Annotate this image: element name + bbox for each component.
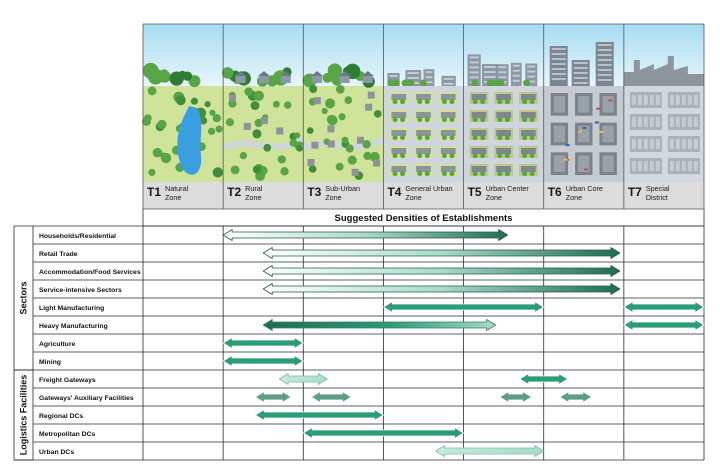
zone-code: T4: [387, 185, 401, 199]
grid-title: Suggested Densities of Establishments: [335, 213, 513, 224]
density-arrow: [383, 301, 545, 313]
zone-name-line: Special: [646, 184, 670, 193]
zone-name-line: Natural: [165, 184, 189, 193]
density-arrow: [499, 391, 533, 403]
density-arrow: [278, 373, 328, 385]
density-arrow: [222, 229, 509, 241]
zone-name-line: District: [646, 193, 668, 202]
density-arrow: [623, 319, 705, 331]
density-arrow: [254, 391, 292, 403]
density-arrow: [559, 391, 593, 403]
row-label: Metropolitan DCs: [39, 431, 95, 438]
row-label: Service-intensive Sectors: [39, 287, 122, 294]
density-arrow: [262, 265, 621, 277]
transect-image-t7: [623, 24, 704, 182]
zone-code: T7: [628, 185, 642, 199]
zone-name-line: Zone: [165, 193, 181, 202]
transect-image-t5: [463, 24, 544, 182]
row-label: Freight Gateways: [39, 377, 96, 384]
row-label: Light Manufacturing: [39, 305, 104, 312]
density-arrow: [262, 283, 621, 295]
transect-image-t6: [543, 24, 624, 182]
density-arrow: [222, 355, 304, 367]
density-grid: Suggested Densities of Establishments: [13, 23, 705, 461]
zone-code: T1: [147, 185, 161, 199]
zone-name-line: Zone: [405, 193, 421, 202]
row-labels: Sectors Logistics Facilities Households/Re…: [19, 233, 141, 456]
zone-name-line: Zone: [566, 193, 582, 202]
density-arrow: [222, 337, 304, 349]
zone-name-line: Rural: [245, 184, 263, 193]
density-arrow: [302, 427, 464, 439]
zone-code: T2: [227, 185, 241, 199]
transect-image-t1: [142, 24, 224, 182]
zone-name-line: Zone: [245, 193, 261, 202]
density-arrow: [435, 445, 545, 457]
row-label: Gateways' Auxiliary Facilities: [39, 395, 134, 402]
group-label: Logistics Facilities: [19, 375, 29, 456]
row-label: Urban DCs: [39, 449, 74, 456]
density-arrow: [262, 247, 621, 259]
group-label: Sectors: [19, 281, 29, 314]
density-arrow: [254, 409, 384, 421]
density-arrow: [310, 391, 352, 403]
transect-image-t3: [301, 24, 385, 182]
zone-name-line: Zone: [486, 193, 502, 202]
density-arrow: [262, 319, 497, 331]
zone-name-line: General Urban: [405, 184, 452, 193]
zone-name-line: Urban Core: [566, 184, 603, 193]
row-label: Heavy Manufacturing: [39, 323, 108, 330]
row-label: Retail Trade: [39, 251, 78, 258]
density-ranges: [222, 229, 705, 457]
transect-image-t4: [383, 24, 464, 182]
zone-name-line: Sub-Urban: [325, 184, 360, 193]
density-arrow: [623, 301, 705, 313]
row-label: Mining: [39, 359, 61, 366]
row-label: Accommodation/Food Services: [39, 269, 141, 276]
transect-illustrations: [142, 24, 704, 182]
transect-image-t2: [221, 24, 305, 182]
zone-code: T3: [307, 185, 321, 199]
zone-name-line: Zone: [325, 193, 341, 202]
zone-name-line: Urban Center: [486, 184, 530, 193]
row-label: Agriculture: [39, 341, 75, 348]
density-arrow: [519, 373, 569, 385]
zone-code: T6: [548, 185, 562, 199]
zone-code: T5: [468, 185, 482, 199]
row-label: Regional DCs: [39, 413, 83, 420]
row-label: Households/Residential: [39, 233, 116, 240]
